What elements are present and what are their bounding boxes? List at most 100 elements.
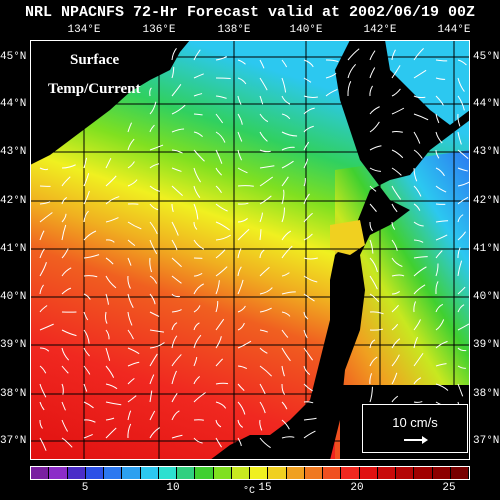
current-streak <box>391 395 399 403</box>
current-streak <box>281 419 290 430</box>
current-streak <box>369 145 382 151</box>
current-streak <box>61 248 69 259</box>
current-streak <box>259 347 268 354</box>
lat-label: 45°N <box>0 51 27 63</box>
current-streak <box>105 239 115 243</box>
current-streak <box>413 377 422 385</box>
current-streak <box>457 77 465 92</box>
current-streak <box>149 353 158 367</box>
current-streak <box>127 423 132 439</box>
current-streak <box>413 149 423 159</box>
colorbar-segment <box>323 467 342 479</box>
current-streak <box>105 365 115 378</box>
lat-label: 41°N <box>473 243 500 255</box>
current-streak <box>193 392 206 403</box>
current-streak <box>61 383 64 395</box>
current-streak <box>413 301 416 313</box>
current-streak <box>435 77 446 80</box>
colorbar-segment <box>432 467 451 479</box>
current-streak <box>215 266 228 277</box>
current-streak <box>83 254 100 259</box>
current-streak <box>237 228 250 241</box>
current-streak <box>61 213 67 223</box>
current-streak <box>237 437 242 447</box>
current-streak <box>391 49 396 61</box>
colorbar-segment <box>450 467 469 479</box>
current-streak <box>171 149 183 154</box>
current-streak <box>39 201 51 205</box>
current-vectors <box>39 48 470 451</box>
lat-label: 39°N <box>473 339 500 351</box>
lat-label: 43°N <box>473 146 500 158</box>
colorbar-segment <box>286 467 305 479</box>
lon-label: 144°E <box>437 24 471 36</box>
current-streak <box>391 203 398 213</box>
vector-scale-label: 10 cm/s <box>392 415 438 430</box>
current-streak <box>259 329 268 333</box>
current-streak <box>237 59 246 65</box>
current-streak <box>369 257 378 273</box>
current-streak <box>237 365 248 369</box>
current-streak <box>259 113 269 123</box>
current-streak <box>105 329 110 340</box>
current-streak <box>303 401 314 404</box>
current-streak <box>435 220 449 223</box>
current-streak <box>325 59 339 63</box>
current-streak <box>347 63 357 79</box>
colorbar-segment <box>377 467 396 479</box>
current-streak <box>391 130 403 133</box>
current-streak <box>83 210 89 223</box>
current-streak <box>391 274 405 277</box>
current-streak <box>171 203 174 213</box>
current-streak <box>281 113 291 120</box>
current-streak <box>369 106 380 115</box>
current-streak <box>193 356 198 367</box>
vector-scale-box: 10 cm/s <box>362 404 468 453</box>
current-streak <box>435 363 447 367</box>
current-streak <box>171 48 177 61</box>
current-streak <box>127 239 136 247</box>
current-streak <box>39 262 47 277</box>
current-streak <box>369 221 373 232</box>
current-streak <box>215 221 230 231</box>
current-streak <box>413 266 427 277</box>
current-streak <box>259 249 265 259</box>
current-streak <box>413 284 426 295</box>
colorbar-segment <box>359 467 378 479</box>
current-streak <box>457 383 464 397</box>
current-streak <box>149 293 156 305</box>
current-streak <box>281 189 285 205</box>
current-streak <box>237 185 254 187</box>
current-streak <box>259 195 272 205</box>
current-streak <box>281 207 285 223</box>
current-streak <box>435 281 439 295</box>
current-streak <box>83 383 88 392</box>
lon-label: 134°E <box>67 24 101 36</box>
current-streak <box>171 128 185 133</box>
current-streak <box>127 138 135 151</box>
current-streak <box>193 113 203 116</box>
current-streak <box>193 375 201 385</box>
colorbar-segment <box>341 467 360 479</box>
current-streak <box>281 329 289 338</box>
current-streak <box>105 175 117 187</box>
current-streak <box>193 203 199 220</box>
current-streak <box>39 167 49 171</box>
current-streak <box>105 347 111 361</box>
current-streak <box>457 167 468 172</box>
current-streak <box>127 275 131 289</box>
current-streak <box>413 319 421 331</box>
current-streak <box>413 352 424 367</box>
current-streak <box>105 427 117 439</box>
current-streak <box>193 305 201 313</box>
current-streak <box>391 221 396 230</box>
current-streak <box>369 85 373 97</box>
current-streak <box>303 257 318 260</box>
current-streak <box>259 365 273 377</box>
current-streak <box>149 87 152 97</box>
current-streak <box>369 339 376 349</box>
current-streak <box>237 248 242 259</box>
current-streak <box>457 347 467 352</box>
current-streak <box>457 247 461 259</box>
current-streak <box>215 131 226 143</box>
